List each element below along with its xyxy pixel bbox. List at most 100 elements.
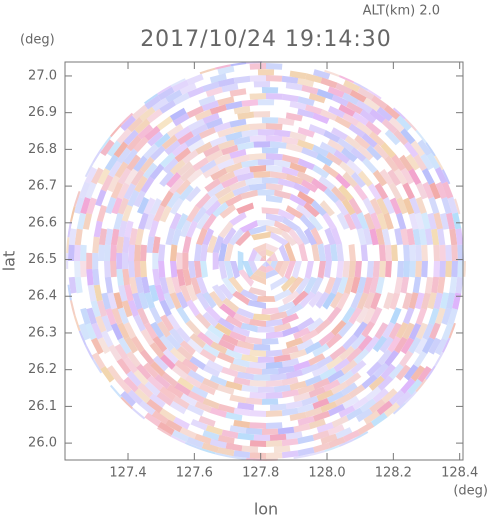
echo-cell [191, 123, 209, 137]
echo-cell [194, 433, 212, 445]
echo-cell [374, 182, 389, 200]
echo-cell [363, 277, 373, 295]
echo-cell [343, 429, 361, 443]
echo-cell [170, 244, 178, 261]
echo-cell [388, 389, 405, 406]
echo-cell [237, 402, 255, 411]
echo-cell [297, 434, 315, 445]
echo-cell [249, 123, 266, 130]
echo-cell [266, 331, 284, 339]
echo-cell [266, 135, 283, 142]
echo-cell [175, 213, 189, 231]
echo-cell [253, 141, 271, 148]
echo-cell [100, 366, 115, 383]
echo-cell [233, 407, 251, 417]
echo-cell [221, 227, 237, 245]
echo-cell [378, 261, 386, 278]
echo-cell [132, 292, 143, 310]
echo-cell [171, 142, 189, 157]
echo-cell [285, 431, 303, 440]
echo-cell [346, 159, 363, 175]
echo-cell [285, 369, 304, 380]
echo-cell [173, 416, 190, 430]
echo-cell [414, 212, 425, 230]
echo-cell [353, 321, 368, 339]
echo-cell [213, 121, 231, 133]
echo-cell [446, 212, 456, 230]
echo-cell [225, 315, 243, 329]
echo-cell [261, 261, 266, 267]
echo-cell [130, 169, 145, 186]
echo-cell [117, 182, 130, 200]
x-tick-label: 127.6 [176, 466, 213, 481]
echo-cell [209, 73, 227, 84]
echo-cell [312, 430, 330, 441]
echo-cell [270, 111, 287, 118]
echo-cell [146, 398, 163, 414]
echo-cell [424, 228, 434, 246]
echo-cell [257, 249, 266, 257]
echo-cell [221, 333, 239, 347]
echo-cell [373, 362, 389, 379]
y-tick-label: 27.0 [28, 68, 57, 83]
echo-cell [376, 106, 393, 122]
echo-cell [248, 248, 258, 261]
echo-cell [266, 269, 279, 279]
echo-cell [258, 447, 274, 453]
echo-cell [270, 252, 278, 261]
echo-cell [156, 391, 174, 406]
echo-cell [195, 212, 210, 230]
echo-cell [424, 276, 434, 294]
echo-cell [116, 268, 124, 286]
echo-cell [144, 412, 161, 427]
echo-cell [217, 65, 235, 75]
echo-cell [176, 252, 183, 270]
echo-cell [241, 384, 259, 393]
echo-cell [217, 158, 235, 171]
echo-cell [348, 197, 363, 215]
echo-cell [298, 242, 308, 261]
echo-cell [141, 276, 151, 294]
echo-cell [299, 291, 316, 308]
echo-cell [384, 129, 401, 146]
echo-cell [133, 190, 146, 208]
echo-cell [381, 228, 391, 246]
echo-cell [113, 212, 124, 230]
echo-cell [127, 189, 140, 207]
echo-cell [169, 292, 182, 310]
echo-cell [253, 81, 271, 88]
echo-cell [126, 135, 142, 152]
echo-cell [194, 243, 202, 261]
echo-cell [266, 225, 284, 235]
echo-cell [363, 227, 373, 245]
echo-cell [151, 97, 169, 112]
echo-cell [225, 380, 243, 391]
echo-cell [188, 118, 205, 132]
echo-cell [452, 212, 462, 230]
echo-cell [126, 351, 141, 368]
echo-cell [308, 418, 326, 430]
echo-cell [369, 108, 386, 124]
echo-cell [174, 359, 191, 375]
echo-cell [174, 125, 191, 140]
echo-cell [346, 407, 363, 421]
echo-cell [429, 182, 441, 200]
echo-cell [266, 249, 275, 257]
echo-cell [257, 159, 275, 166]
echo-cell [91, 352, 106, 370]
echo-cell [78, 323, 91, 341]
echo-cell [323, 379, 341, 392]
echo-cell [221, 429, 239, 439]
echo-cell [310, 227, 324, 246]
echo-cell [157, 421, 175, 436]
echo-cell [455, 276, 464, 294]
echo-cell [138, 292, 149, 310]
echo-cell [104, 276, 114, 294]
echo-cell [146, 236, 155, 253]
echo-cell [169, 197, 184, 215]
x-unit: (deg) [453, 484, 488, 499]
echo-cell [152, 236, 161, 254]
echo-cell [121, 204, 133, 222]
echo-cell [285, 142, 304, 153]
echo-cell [166, 123, 184, 138]
